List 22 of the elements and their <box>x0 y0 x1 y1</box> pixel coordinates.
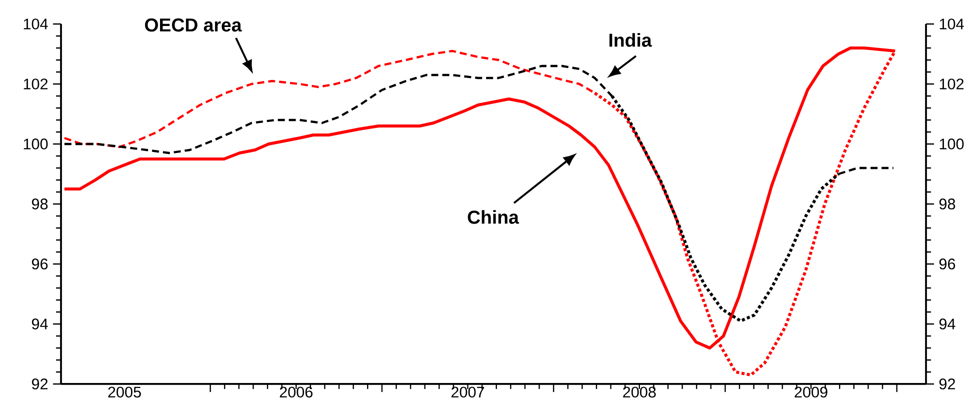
y2-tick-label: 98 <box>32 198 48 210</box>
annotation: China <box>468 210 520 224</box>
y2-tick-label: 96 <box>32 258 48 270</box>
annotation: OECD area <box>145 18 242 32</box>
y2-tick-label: 100 <box>24 138 48 150</box>
x-tick-label: 2006 <box>280 386 312 398</box>
x-tick-label: 2009 <box>794 386 828 398</box>
y2-tick-label: 92 <box>32 378 48 390</box>
x-tick-label: 2005 <box>108 386 141 398</box>
y-tick-label: 98 <box>939 198 956 210</box>
x-tick-label: 2008 <box>623 386 656 398</box>
y-tick-label: 100 <box>940 138 964 150</box>
y2-tick-label: 104 <box>24 18 48 30</box>
y2-tick-label: 102 <box>24 78 48 90</box>
y-tick-label: 94 <box>939 318 956 330</box>
annotation: India <box>609 33 652 47</box>
y-tick-label: 92 <box>939 378 955 390</box>
y-tick-label: 104 <box>940 18 964 30</box>
y-tick-label: 102 <box>940 78 964 90</box>
y-tick-label: 96 <box>939 258 956 270</box>
y2-tick-label: 94 <box>32 318 48 330</box>
x-tick-label: 2007 <box>451 386 484 398</box>
